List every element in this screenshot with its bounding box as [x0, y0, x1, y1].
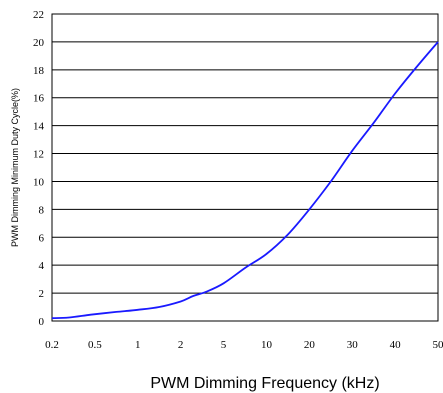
- grid-lines: [52, 41, 438, 294]
- x-axis-label: PWM Dimming Frequency (kHz): [150, 375, 379, 392]
- y-tick-label: 4: [39, 260, 45, 272]
- x-tick-label: 0.2: [45, 339, 59, 351]
- y-tick-label: 2: [39, 288, 45, 300]
- x-tick-label: 50: [433, 339, 443, 351]
- y-tick-label: 18: [33, 65, 45, 77]
- y-tick-label: 14: [33, 121, 45, 133]
- x-tick-label: 2: [178, 339, 184, 351]
- y-tick-label: 10: [33, 176, 45, 188]
- x-tick-label: 20: [304, 339, 316, 351]
- x-tick-label: 0.5: [88, 339, 102, 351]
- x-tick-label: 10: [261, 339, 273, 351]
- y-tick-label: 22: [33, 9, 44, 21]
- x-tick-labels: 0.2 0.5 1 2 5 10 20 30 40 50: [45, 339, 443, 351]
- y-axis-label: PWM Dimming Minimum Duty Cycle(%): [10, 88, 20, 247]
- y-tick-label: 12: [33, 149, 44, 161]
- x-tick-label: 1: [135, 339, 141, 351]
- x-tick-label: 5: [221, 339, 227, 351]
- y-tick-label: 16: [33, 93, 45, 105]
- y-tick-label: 8: [39, 204, 45, 216]
- y-tick-label: 0: [39, 316, 45, 328]
- y-tick-labels: 0 2 4 6 8 10 12 14 16 18 20 22: [33, 9, 45, 328]
- x-tick-label: 40: [390, 339, 402, 351]
- series-layer: [51, 41, 439, 320]
- series-line-0: [51, 41, 439, 320]
- y-tick-label: 20: [33, 37, 45, 49]
- x-tick-label: 30: [347, 339, 359, 351]
- plot-frame: [51, 13, 439, 322]
- y-tick-label: 6: [39, 232, 45, 244]
